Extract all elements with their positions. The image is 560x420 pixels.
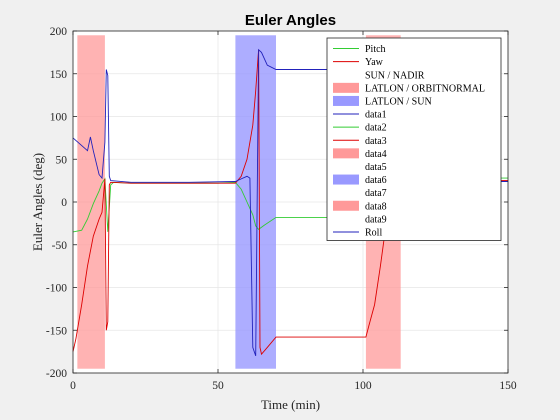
legend-label: data6: [365, 175, 387, 186]
legend-label: data4: [365, 149, 387, 160]
y-tick-label: -100: [46, 283, 67, 295]
legend-label: data8: [365, 201, 387, 212]
legend-label: LATLON / ORBITNORMAL: [365, 83, 485, 94]
legend-label: LATLON / SUN: [365, 96, 432, 107]
x-tick-label: 150: [499, 380, 517, 392]
y-tick-label: 50: [56, 154, 68, 166]
x-tick-label: 0: [70, 380, 76, 392]
legend-item-latlon-sun[interactable]: LATLON / SUN: [333, 95, 432, 108]
x-tick-label: 50: [212, 380, 224, 392]
legend-label: data5: [365, 162, 387, 173]
legend-label: data9: [365, 214, 387, 225]
y-tick-label: -150: [46, 325, 67, 337]
series-yaw-line: [72, 49, 508, 356]
legend-swatch-patch: [333, 82, 359, 93]
legend-item-pitch[interactable]: Pitch: [333, 44, 386, 55]
legend-item-data7[interactable]: data7: [365, 188, 387, 199]
legend-label: Pitch: [365, 44, 386, 55]
legend-label: data7: [365, 188, 387, 199]
legend-item-data3[interactable]: data3: [333, 136, 387, 147]
legend-item-sun-nadir[interactable]: SUN / NADIR: [365, 70, 425, 81]
legend-item-latlon-orbitnormal[interactable]: LATLON / ORBITNORMAL: [333, 82, 485, 95]
legend-item-yaw[interactable]: Yaw: [333, 57, 384, 68]
legend-label: Roll: [365, 227, 382, 238]
legend-label: data2: [365, 123, 387, 134]
chart-title: Euler Angles: [245, 12, 336, 29]
y-axis-label: Euler Angles (deg): [30, 153, 45, 251]
legend-item-data5[interactable]: data5: [365, 162, 387, 173]
y-tick-label: 150: [50, 69, 68, 81]
y-tick-label: 200: [50, 26, 68, 38]
legend-swatch-patch: [333, 174, 359, 185]
legend-swatch-patch: [333, 200, 359, 211]
legend-item-data8[interactable]: data8: [333, 200, 387, 213]
legend-swatch-patch: [333, 95, 359, 106]
legend-item-data9[interactable]: data9: [365, 214, 387, 225]
legend-label: Yaw: [365, 57, 384, 68]
x-axis-label: Time (min): [261, 397, 320, 412]
legend-label: SUN / NADIR: [365, 70, 425, 81]
legend-swatch-patch: [333, 148, 359, 159]
legend-item-data2[interactable]: data2: [333, 123, 387, 134]
y-tick-label: 100: [50, 112, 68, 124]
y-tick-label: 0: [61, 197, 67, 209]
x-tick-label: 100: [354, 380, 372, 392]
shaded-region-latlon-orbitnormal: [77, 35, 105, 369]
legend-label: data1: [365, 110, 387, 121]
y-tick-label: -200: [46, 368, 67, 380]
legend-item-roll[interactable]: Roll: [333, 227, 382, 238]
legend-item-data6[interactable]: data6: [333, 174, 387, 187]
legend-item-data1[interactable]: data1: [333, 110, 387, 121]
legend[interactable]: Pitch Yaw SUN / NADIR LATLON / ORBITNORMAL L…: [326, 37, 502, 241]
y-tick-label: -50: [52, 240, 68, 252]
ticks: 0 50 100 150 -200 -150 -100 -50 0 50 100 150 200: [46, 26, 517, 392]
legend-item-data4[interactable]: data4: [333, 148, 387, 160]
legend-label: data3: [365, 136, 387, 147]
